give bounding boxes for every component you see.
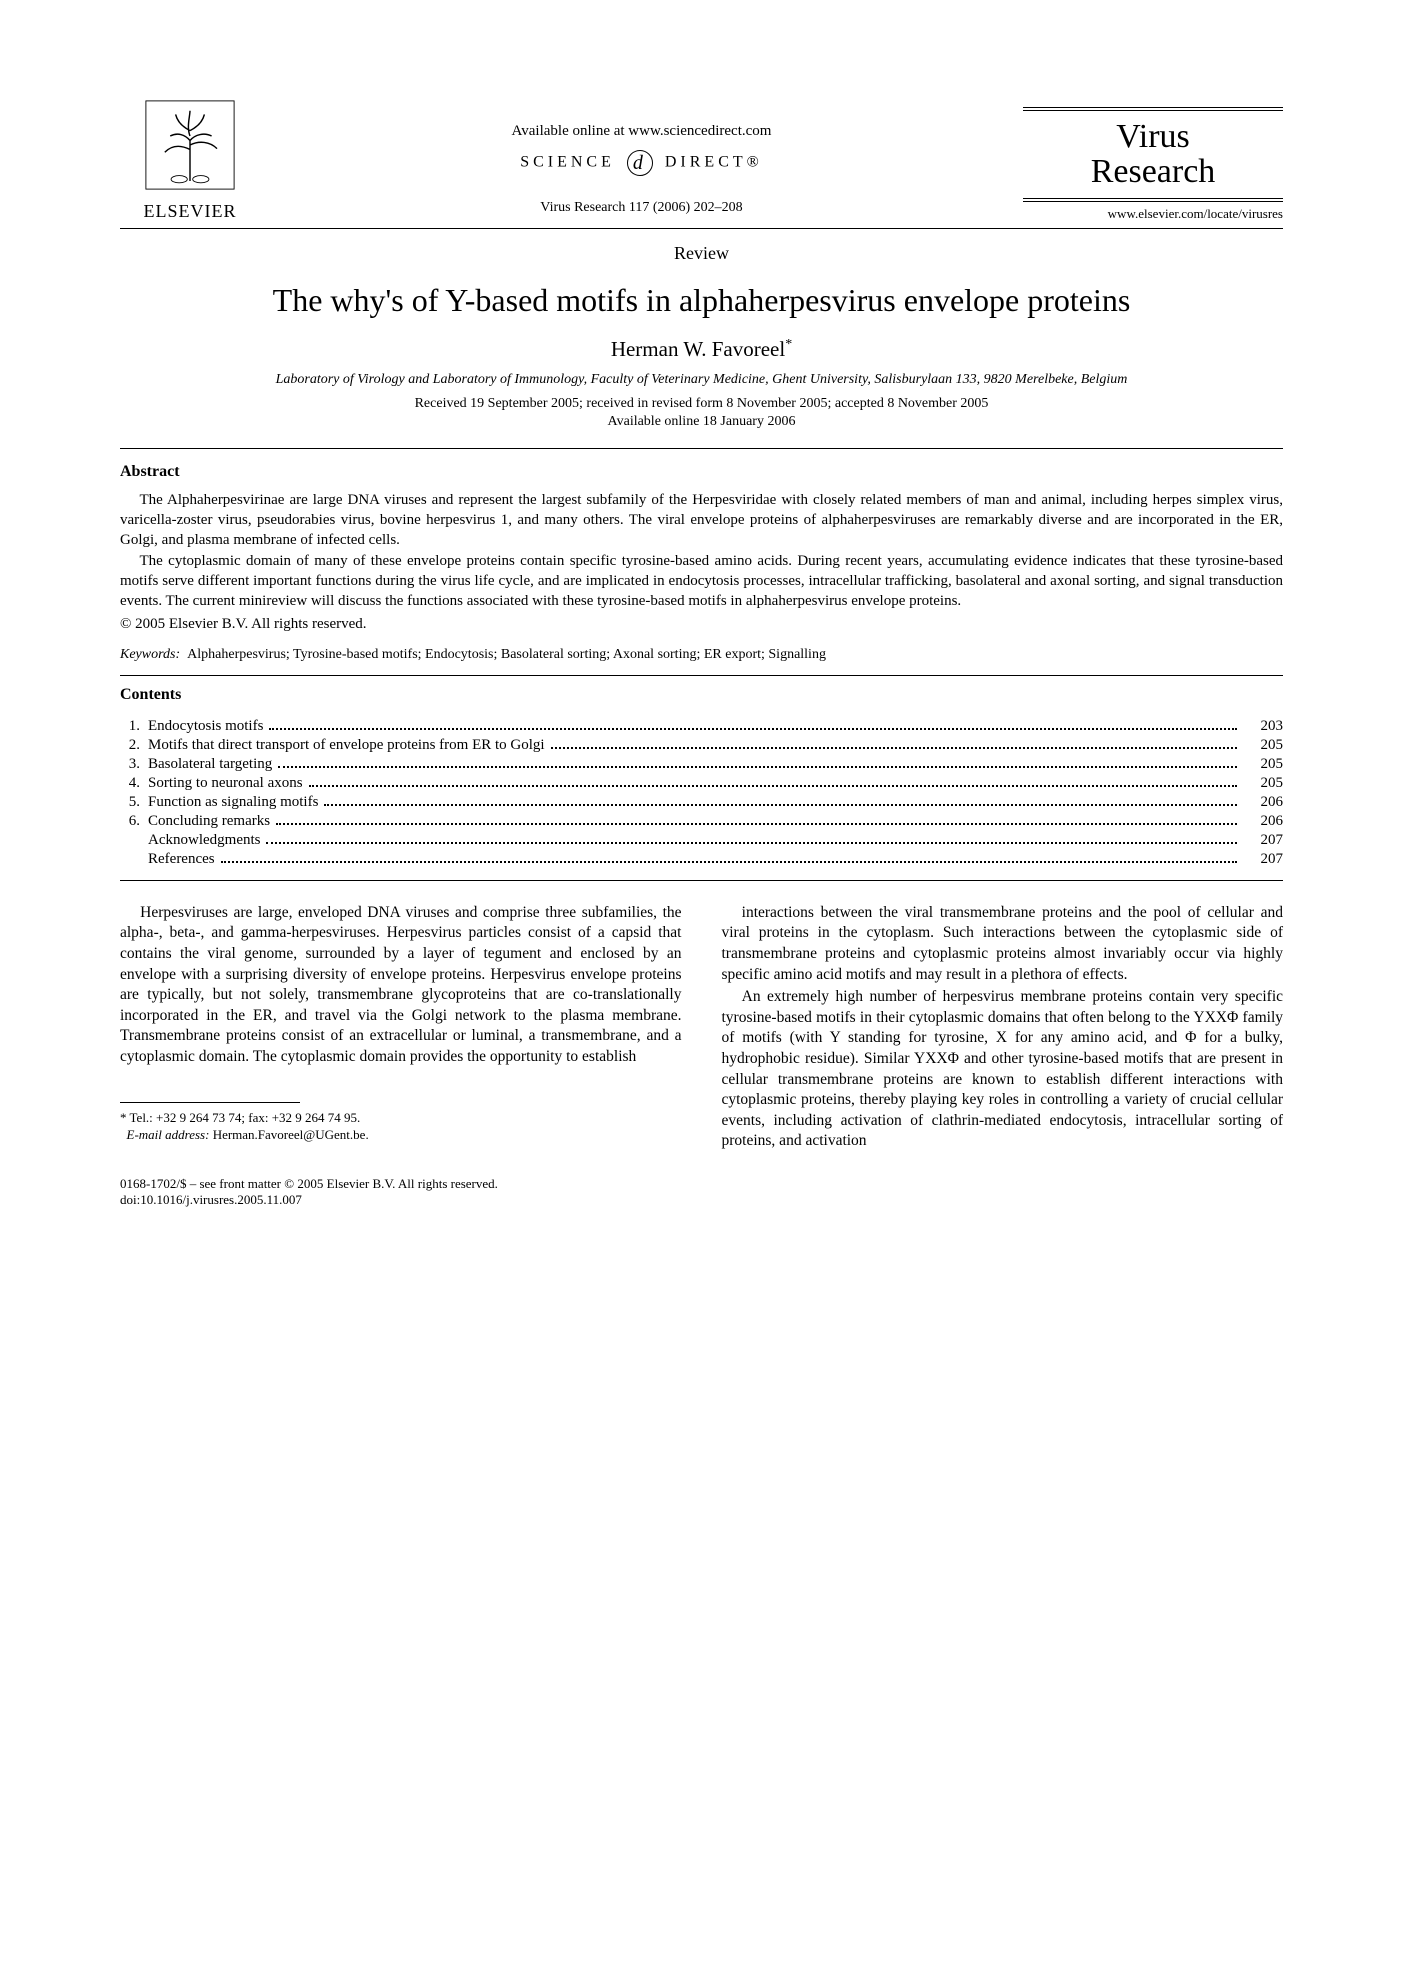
- journal-citation: Virus Research 117 (2006) 202–208: [280, 200, 1003, 216]
- rule-after-keywords: [120, 675, 1283, 676]
- author-name: Herman W. Favoreel: [611, 337, 785, 361]
- article-title: The why's of Y-based motifs in alphaherp…: [120, 282, 1283, 319]
- toc-page: 205: [1243, 756, 1283, 773]
- toc-page: 207: [1243, 851, 1283, 868]
- body-columns: Herpesviruses are large, enveloped DNA v…: [120, 903, 1283, 1154]
- publisher-block: ELSEVIER: [120, 100, 260, 222]
- journal-rule-bot: [1023, 198, 1283, 202]
- toc-label: Acknowledgments: [148, 832, 260, 849]
- table-of-contents: 1. Endocytosis motifs 203 2. Motifs that…: [120, 718, 1283, 868]
- toc-page: 207: [1243, 832, 1283, 849]
- corresponding-marker: *: [785, 337, 792, 352]
- keywords-block: Keywords: Alphaherpesvirus; Tyrosine-bas…: [120, 647, 1283, 663]
- toc-page: 203: [1243, 718, 1283, 735]
- toc-row: 1. Endocytosis motifs 203: [120, 718, 1283, 735]
- toc-label: Concluding remarks: [148, 813, 270, 830]
- toc-row: 2. Motifs that direct transport of envel…: [120, 737, 1283, 754]
- abstract-para-1: The Alphaherpesvirinae are large DNA vir…: [120, 491, 1283, 550]
- journal-box: Virus Research www.elsevier.com/locate/v…: [1023, 107, 1283, 222]
- dates-line1: Received 19 September 2005; received in …: [120, 396, 1283, 412]
- copyright-line: © 2005 Elsevier B.V. All rights reserved…: [120, 616, 1283, 633]
- available-online-text: Available online at www.sciencedirect.co…: [280, 123, 1003, 140]
- toc-label: Basolateral targeting: [148, 756, 272, 773]
- toc-dots: [309, 775, 1237, 787]
- toc-num: 6.: [120, 813, 148, 830]
- abstract-heading: Abstract: [120, 463, 1283, 481]
- toc-row: 3. Basolateral targeting 205: [120, 756, 1283, 773]
- footnote-rule: [120, 1102, 300, 1103]
- column-left: Herpesviruses are large, enveloped DNA v…: [120, 903, 682, 1154]
- affiliation: Laboratory of Virology and Laboratory of…: [120, 372, 1283, 388]
- corresponding-footnote: * Tel.: +32 9 264 73 74; fax: +32 9 264 …: [120, 1109, 682, 1127]
- header-rule: [120, 228, 1283, 229]
- toc-dots: [278, 756, 1237, 768]
- journal-rule-top: [1023, 107, 1283, 111]
- body-para: Herpesviruses are large, enveloped DNA v…: [120, 903, 682, 1068]
- journal-title-line1: Virus: [1116, 118, 1190, 155]
- toc-num: 5.: [120, 794, 148, 811]
- toc-label: Sorting to neuronal axons: [148, 775, 303, 792]
- toc-dots: [221, 851, 1237, 863]
- toc-num: 1.: [120, 718, 148, 735]
- sd-left: SCIENCE: [520, 154, 615, 171]
- dates-line2: Available online 18 January 2006: [120, 414, 1283, 430]
- toc-dots: [269, 718, 1237, 730]
- center-header: Available online at www.sciencedirect.co…: [260, 123, 1023, 222]
- toc-page: 206: [1243, 794, 1283, 811]
- keywords-text: Alphaherpesvirus; Tyrosine-based motifs;…: [187, 647, 826, 662]
- column-right: interactions between the viral transmemb…: [722, 903, 1284, 1154]
- body-para: An extremely high number of herpesvirus …: [722, 987, 1284, 1152]
- toc-page: 206: [1243, 813, 1283, 830]
- email-address: Herman.Favoreel@UGent.be.: [213, 1127, 369, 1142]
- toc-num: 4.: [120, 775, 148, 792]
- publisher-name: ELSEVIER: [120, 201, 260, 222]
- article-type: Review: [120, 243, 1283, 264]
- rule-before-abstract: [120, 448, 1283, 449]
- toc-num: 3.: [120, 756, 148, 773]
- abstract-para-2: The cytoplasmic domain of many of these …: [120, 552, 1283, 611]
- toc-dots: [551, 737, 1237, 749]
- toc-row: References 207: [120, 851, 1283, 868]
- toc-dots: [276, 813, 1237, 825]
- email-label: E-mail address:: [127, 1127, 210, 1142]
- toc-row: 6. Concluding remarks 206: [120, 813, 1283, 830]
- toc-page: 205: [1243, 775, 1283, 792]
- toc-label: Motifs that direct transport of envelope…: [148, 737, 545, 754]
- toc-row: Acknowledgments 207: [120, 832, 1283, 849]
- toc-num: 2.: [120, 737, 148, 754]
- rule-after-contents: [120, 880, 1283, 881]
- toc-label: Function as signaling motifs: [148, 794, 318, 811]
- doi-line: doi:10.1016/j.virusres.2005.11.007: [120, 1192, 1283, 1208]
- toc-page: 205: [1243, 737, 1283, 754]
- body-para: interactions between the viral transmemb…: [722, 903, 1284, 985]
- journal-link: www.elsevier.com/locate/virusres: [1023, 206, 1283, 222]
- author-line: Herman W. Favoreel*: [120, 337, 1283, 362]
- doi-block: 0168-1702/$ – see front matter © 2005 El…: [120, 1176, 1283, 1208]
- contents-heading: Contents: [120, 686, 1283, 704]
- keywords-label: Keywords:: [120, 647, 180, 662]
- sciencedirect-logo: SCIENCE d DIRECT®: [280, 150, 1003, 176]
- toc-label: Endocytosis motifs: [148, 718, 263, 735]
- toc-dots: [324, 794, 1237, 806]
- front-matter-line: 0168-1702/$ – see front matter © 2005 El…: [120, 1176, 1283, 1192]
- sd-right: DIRECT®: [665, 154, 763, 171]
- footnotes: * Tel.: +32 9 264 73 74; fax: +32 9 264 …: [120, 1109, 682, 1144]
- toc-dots: [266, 832, 1237, 844]
- journal-title-line2: Research: [1091, 153, 1216, 190]
- journal-title: Virus Research: [1023, 113, 1283, 196]
- toc-label: References: [148, 851, 215, 868]
- toc-row: 5. Function as signaling motifs 206: [120, 794, 1283, 811]
- elsevier-tree-logo-icon: [145, 100, 235, 190]
- email-footnote: E-mail address: Herman.Favoreel@UGent.be…: [120, 1126, 682, 1144]
- toc-row: 4. Sorting to neuronal axons 205: [120, 775, 1283, 792]
- header-row: ELSEVIER Available online at www.science…: [120, 100, 1283, 222]
- sd-d-icon: d: [627, 150, 653, 176]
